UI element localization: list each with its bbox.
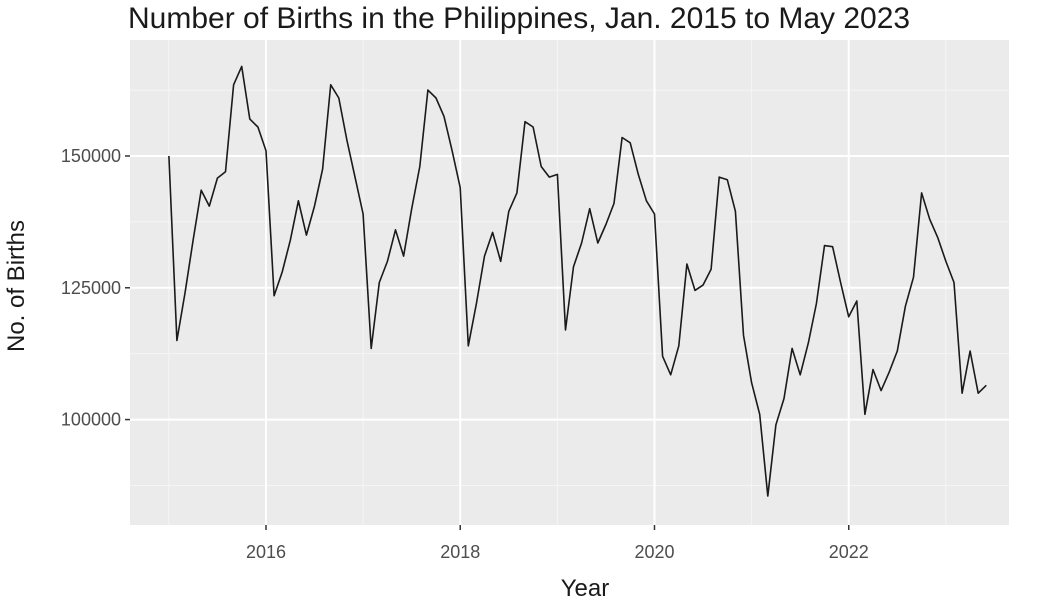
y-tick-label: 100000 xyxy=(61,410,121,430)
x-tick-label: 2016 xyxy=(246,542,286,562)
y-tick-label: 125000 xyxy=(61,278,121,298)
y-axis-title: No. of Births xyxy=(3,220,30,352)
gridlines xyxy=(130,40,1009,525)
x-tick-label: 2022 xyxy=(829,542,869,562)
y-axis: 100000 125000 150000 xyxy=(61,146,130,430)
y-tick-label: 150000 xyxy=(61,146,121,166)
series-group xyxy=(168,65,987,497)
x-tick-label: 2020 xyxy=(634,542,674,562)
x-axis: 2016 2018 2020 2022 xyxy=(246,525,869,562)
series-line xyxy=(168,65,987,497)
chart-title: Number of Births in the Philippines, Jan… xyxy=(128,2,911,35)
x-tick-label: 2018 xyxy=(440,542,480,562)
x-axis-title: Year xyxy=(561,575,610,601)
plot-panel xyxy=(130,40,1009,525)
